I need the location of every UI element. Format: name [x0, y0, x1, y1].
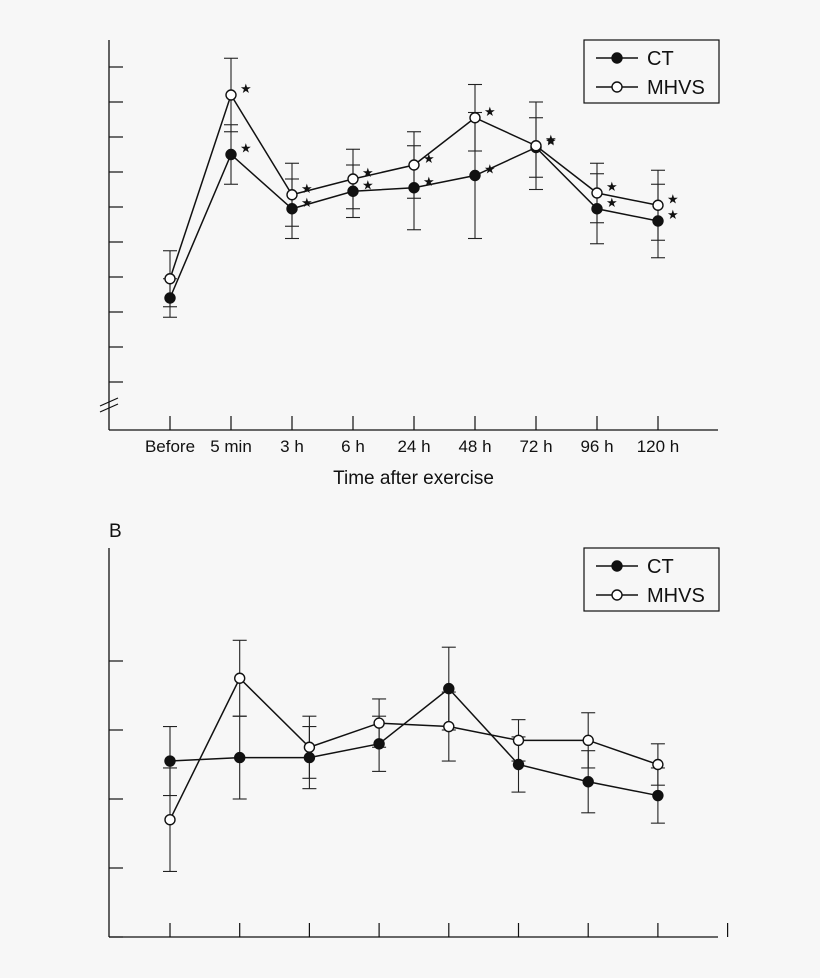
- significance-star: ★: [606, 180, 618, 195]
- ct-data-point: [512, 758, 525, 771]
- mhvs-data-point: [512, 734, 525, 747]
- significance-star: ★: [545, 135, 557, 150]
- mhvs-data-point: [443, 720, 455, 733]
- mhvs-data-point: [233, 672, 246, 684]
- legend: CT MHVS: [583, 39, 720, 104]
- ct-series-line: [169, 687, 659, 797]
- legend-ct-label: CT: [647, 556, 674, 578]
- mhvs-data-point: [469, 112, 481, 124]
- mhvs-data-point: [582, 734, 594, 747]
- mhvs-data-point: [652, 199, 664, 211]
- ct-data-point: [233, 751, 246, 764]
- significance-star: ★: [240, 82, 252, 97]
- ct-data-point: [225, 148, 237, 161]
- axis-break-mark: [99, 397, 119, 407]
- ct-data-point: [469, 169, 481, 182]
- legend-mhvs-label: MHVS: [647, 585, 705, 607]
- significance-star: ★: [362, 178, 374, 193]
- mhvs-data-point: [408, 159, 420, 171]
- ct-data-point: [164, 755, 176, 767]
- panel-label: B: [109, 521, 122, 542]
- ct-data-point: [408, 182, 420, 194]
- x-tick-label: 5 min: [210, 437, 252, 456]
- legend-box: [583, 547, 720, 612]
- x-tick-label: 96 h: [580, 437, 613, 456]
- significance-star: ★: [423, 152, 435, 167]
- ct-data-point: [582, 776, 594, 788]
- mhvs-data-point: [347, 173, 359, 185]
- x-tick-label: 120 h: [637, 437, 680, 456]
- mhvs-data-point: [164, 814, 176, 826]
- significance-star: ★: [484, 105, 496, 120]
- mhvs-data-point: [373, 717, 385, 729]
- chart-panel-2: B CT MHVS: [108, 521, 729, 938]
- mhvs-data-point: [652, 758, 664, 771]
- legend-box: [583, 39, 720, 104]
- legend: CT MHVS: [583, 547, 720, 612]
- x-tick-label: 72 h: [519, 437, 552, 456]
- legend-mhvs-marker: [611, 81, 623, 93]
- legend-ct-marker: [611, 52, 623, 64]
- legend-mhvs-marker: [611, 589, 623, 601]
- mhvs-series-line: [169, 676, 659, 821]
- significance-star: ★: [423, 175, 435, 190]
- x-tick-label: 3 h: [280, 437, 304, 456]
- significance-star: ★: [484, 163, 496, 178]
- ct-data-point: [164, 292, 176, 304]
- ct-data-point: [303, 751, 316, 764]
- mhvs-data-point: [591, 187, 603, 199]
- legend-ct-label: CT: [647, 48, 674, 70]
- legend-mhvs-label: MHVS: [647, 77, 705, 99]
- significance-star: ★: [667, 208, 679, 223]
- x-axis-label: Time after exercise: [333, 468, 494, 489]
- ct-data-point: [443, 682, 455, 695]
- x-tick-label: Before: [145, 437, 195, 456]
- significance-star: ★: [301, 196, 313, 211]
- mhvs-data-point: [225, 89, 237, 101]
- mhvs-data-point: [530, 140, 542, 152]
- ct-data-point: [286, 203, 298, 215]
- significance-star: ★: [301, 182, 313, 197]
- legend-ct-marker: [611, 560, 623, 572]
- axis-break-mark: [99, 403, 119, 413]
- mhvs-data-point: [286, 189, 298, 201]
- x-tick-label: 48 h: [458, 437, 491, 456]
- significance-star: ★: [667, 192, 679, 207]
- x-tick-label: 24 h: [397, 437, 430, 456]
- mhvs-data-point: [303, 741, 316, 753]
- significance-star: ★: [362, 166, 374, 181]
- ct-data-point: [373, 738, 385, 750]
- ct-data-point: [652, 789, 664, 802]
- x-tick-label: 6 h: [341, 437, 365, 456]
- chart-panel-1: Before 5 min 3 h 6 h 24 h 48 h 72 h 96 h 120 h Ti…: [99, 39, 720, 489]
- significance-star: ★: [606, 196, 618, 211]
- ct-data-point: [347, 185, 359, 197]
- ct-data-point: [591, 203, 603, 215]
- significance-star: ★: [240, 142, 252, 157]
- ct-data-point: [652, 215, 664, 227]
- significance-star: ★: [545, 133, 557, 148]
- mhvs-data-point: [164, 273, 176, 285]
